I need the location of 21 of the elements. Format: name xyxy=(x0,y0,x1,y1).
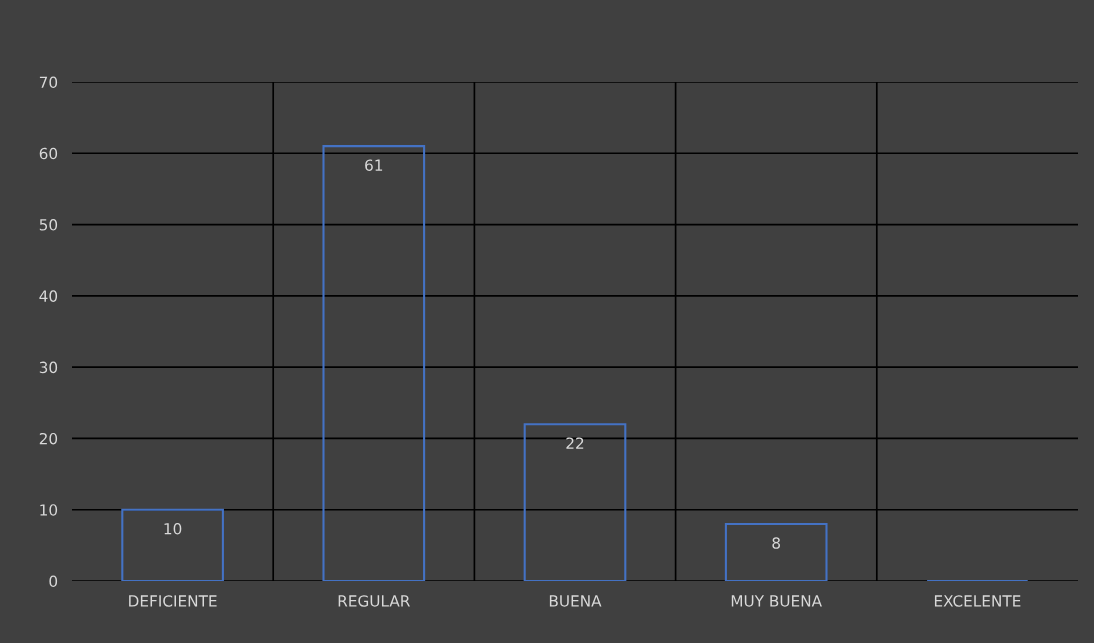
data-label: 61 xyxy=(365,159,383,171)
x-tick-label: MUY BUENA xyxy=(731,595,822,607)
y-tick-label: 60 xyxy=(39,147,58,160)
y-tick-label: 70 xyxy=(39,76,58,89)
data-label: 10 xyxy=(164,522,182,535)
data-label: 22 xyxy=(566,437,584,449)
bar xyxy=(322,145,426,581)
y-tick-label: 10 xyxy=(40,504,58,516)
y-tick-label: 30 xyxy=(39,361,58,374)
x-tick-label: BUENA xyxy=(549,595,602,607)
bar xyxy=(724,522,828,581)
y-tick-label: 50 xyxy=(39,219,58,231)
y-tick-label: 0 xyxy=(49,575,58,588)
x-tick-label: EXCELENTE xyxy=(934,595,1021,607)
bar xyxy=(523,423,627,581)
bar xyxy=(121,508,224,581)
x-tick-label: DEFICIENTE xyxy=(129,595,217,607)
y-tick-label: 40 xyxy=(39,290,58,302)
x-tick-label: REGULAR xyxy=(338,595,410,607)
data-label: 8 xyxy=(772,537,781,549)
y-tick-label: 20 xyxy=(39,432,58,445)
